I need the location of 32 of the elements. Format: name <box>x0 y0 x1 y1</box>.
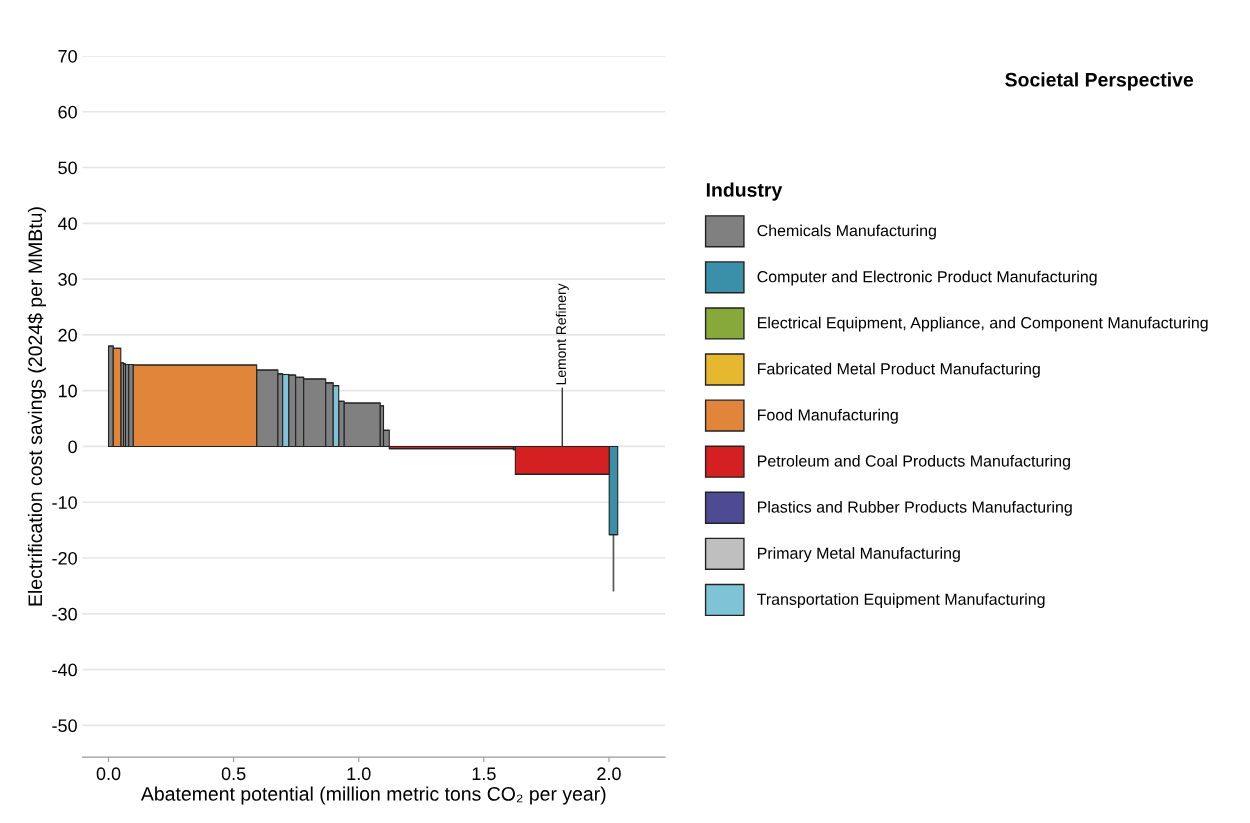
legend-label: Computer and Electronic Product Manufacturing <box>757 270 1097 286</box>
y-tick-label: 0 <box>68 440 77 454</box>
text: Societal Perspective <box>1005 72 1194 91</box>
legend-label: Transportation Equipment Manufacturing <box>757 593 1045 609</box>
y-tick-label: 40 <box>57 217 77 231</box>
x-tick-label: 0.5 <box>221 767 246 781</box>
y-tick-label: 20 <box>58 328 77 342</box>
y-tick-label: -10 <box>52 496 77 509</box>
legend-label: Food Manufacturing <box>758 408 898 424</box>
legend-label: Electrical Equipment, Appliance, and Component Manufacturing <box>758 316 1208 332</box>
x-axis-title: Abatement potential (million metric tons CO₂ per year) <box>140 786 606 805</box>
legend-label: Primary Metal Manufacturing <box>758 547 960 562</box>
legend-label: Plastics and Rubber Products Manufacturing <box>758 501 1072 516</box>
y-tick-label: 70 <box>58 49 77 63</box>
y-tick-label: -40 <box>52 663 77 677</box>
y-tick-label: 30 <box>58 273 77 286</box>
x-tick-label: 1.5 <box>472 767 496 781</box>
y-tick-label: 50 <box>58 161 77 175</box>
legend-label: Fabricated Metal Product Manufacturing <box>758 362 1040 378</box>
y-tick-label: -20 <box>52 551 77 565</box>
legend-title: Industry <box>706 182 783 201</box>
legend-label: Petroleum and Coal Products Manufacturing <box>758 454 1070 470</box>
y-tick-label: 60 <box>58 105 77 119</box>
y-tick-label: 10 <box>58 384 77 398</box>
x-tick-label: 0.0 <box>96 767 121 781</box>
y-tick-label: -50 <box>52 719 77 733</box>
x-tick-label: 1.0 <box>347 767 371 781</box>
annotation: Lemont Refinery <box>555 283 569 385</box>
x-tick-label: 2.0 <box>597 767 621 781</box>
y-tick-label: -30 <box>52 607 77 621</box>
y-axis-title: Electrification cost savings (2024$ per MMBtu) <box>27 207 46 606</box>
legend-label: Chemicals Manufacturing <box>757 224 936 240</box>
